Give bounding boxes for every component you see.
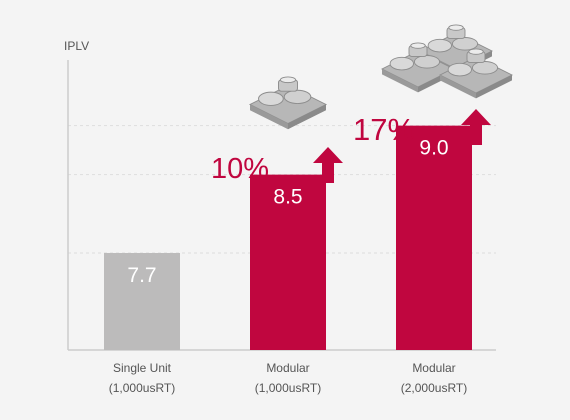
- bar: [250, 174, 326, 350]
- increase-annotation: 10%: [211, 153, 269, 185]
- tick-label: Single Unit: [113, 361, 172, 375]
- increase-annotation: 17%: [353, 112, 415, 147]
- bar-value-label: 8.5: [273, 186, 302, 209]
- chiller-unit-icon: [248, 76, 328, 130]
- tick-label: (2,000usRT): [401, 381, 467, 395]
- bar: [396, 125, 472, 350]
- labels: 7.7 Single Unit (1,000usRT) 8.5 Modular (1,00…: [109, 109, 491, 395]
- double-chiller-icon: [380, 24, 514, 99]
- bar-value-label: 7.7: [127, 264, 156, 287]
- y-axis-label: IPLV: [64, 39, 89, 53]
- chiller-icons: [248, 24, 514, 130]
- up-arrow-icon: [313, 147, 343, 183]
- tick-label: (1,000usRT): [255, 381, 321, 395]
- tick-label: (1,000usRT): [109, 381, 175, 395]
- chiller-unit-icon: [438, 48, 514, 99]
- bar-value-label: 9.0: [419, 137, 448, 160]
- tick-label: Modular: [266, 361, 309, 375]
- bars: [104, 125, 472, 350]
- tick-label: Modular: [412, 361, 455, 375]
- bar: [104, 253, 180, 350]
- chiller-unit-icon: [380, 42, 456, 93]
- up-arrow-icon: [461, 109, 491, 145]
- single-chiller-icon: [248, 76, 328, 130]
